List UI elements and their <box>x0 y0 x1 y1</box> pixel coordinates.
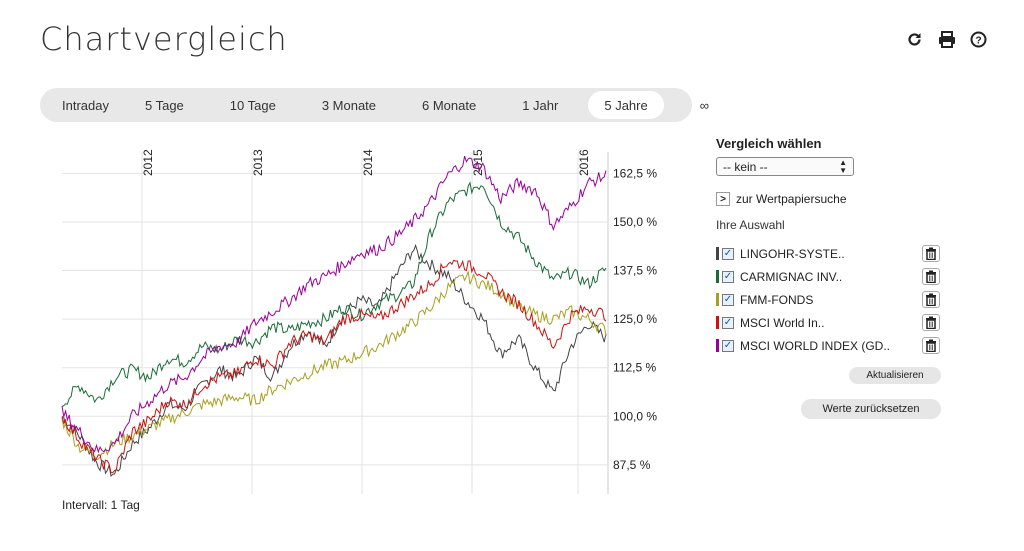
y-tick-label: 125,0 % <box>613 312 657 326</box>
range-button[interactable]: 6 Monate <box>422 97 477 113</box>
series-checkbox[interactable]: ✓ <box>722 339 734 352</box>
page-title: Chartvergleich <box>40 20 288 58</box>
series-checkbox[interactable]: ✓ <box>722 316 734 329</box>
y-tick-label: 87,5 % <box>613 458 651 472</box>
compare-select[interactable]: -- kein -- ▲ ▼ <box>716 157 854 176</box>
series-line <box>61 243 607 478</box>
print-icon[interactable] <box>937 30 956 49</box>
x-tick-label: 2013 <box>251 149 265 176</box>
sidebar: Vergleich wählen -- kein -- ▲ ▼ > zur Wer… <box>716 136 956 357</box>
y-tick-label: 112,5 % <box>613 361 656 375</box>
refresh-icon[interactable] <box>905 30 924 49</box>
trash-icon[interactable] <box>922 245 940 262</box>
selection-item: ✓ FMM-FONDS <box>716 288 956 311</box>
series-name: LINGOHR-SYSTE.. <box>740 246 845 261</box>
series-name: MSCI WORLD INDEX (GD.. <box>740 338 891 353</box>
series-color-swatch <box>716 247 719 260</box>
time-range-selector: Intraday 5 Tage 10 Tage 3 Monate 6 Monate 1 J… <box>40 88 709 122</box>
svg-text:?: ? <box>975 36 981 47</box>
x-tick-label: 2012 <box>141 149 155 176</box>
series-line <box>61 181 607 407</box>
selection-item: ✓ LINGOHR-SYSTE.. <box>716 242 956 265</box>
series-name: FMM-FONDS <box>740 292 814 307</box>
compare-select-value: -- kein -- <box>723 159 768 174</box>
trash-icon[interactable] <box>922 337 940 354</box>
security-search-link[interactable]: > zur Wertpapiersuche <box>716 192 956 206</box>
range-button[interactable]: 3 Monate <box>321 97 377 113</box>
chevron-right-icon: > <box>716 192 730 206</box>
comparison-chart: 162,5 % 150,0 % 137,5 % 125,0 % 112,5 % 100,0… <box>40 138 680 498</box>
selection-label: Ihre Auswahl <box>716 218 785 232</box>
selection-item: ✓ MSCI World In.. <box>716 311 956 334</box>
selection-item: ✓ CARMIGNAC INV.. <box>716 265 956 288</box>
help-icon[interactable]: ? <box>969 30 988 49</box>
interval-label: Intervall: 1 Tag <box>62 498 140 512</box>
series-name: CARMIGNAC INV.. <box>740 269 843 284</box>
range-button[interactable]: 1 Jahr <box>522 97 559 113</box>
range-button[interactable]: 10 Tage <box>229 97 276 113</box>
toolbar: ? <box>905 30 988 49</box>
trash-icon[interactable] <box>922 314 940 331</box>
series-checkbox[interactable]: ✓ <box>722 247 734 260</box>
range-button[interactable]: ∞ <box>699 97 710 113</box>
series-color-swatch <box>716 270 719 283</box>
compare-heading: Vergleich wählen <box>716 136 822 151</box>
y-tick-label: 137,5 % <box>613 264 657 278</box>
trash-icon[interactable] <box>922 291 940 308</box>
series-checkbox[interactable]: ✓ <box>722 293 734 306</box>
security-search-label: zur Wertpapiersuche <box>736 192 847 206</box>
series-name: MSCI World In.. <box>740 315 825 330</box>
y-tick-label: 100,0 % <box>613 409 657 423</box>
series-line <box>61 259 607 474</box>
series-line <box>61 155 607 454</box>
x-tick-label: 2016 <box>577 149 591 176</box>
x-tick-label: 2014 <box>361 149 375 176</box>
series-color-swatch <box>716 316 719 329</box>
reset-button[interactable]: Werte zurücksetzen <box>801 399 941 419</box>
selection-item: ✓ MSCI WORLD INDEX (GD.. <box>716 334 956 357</box>
update-button[interactable]: Aktualisieren <box>849 367 941 384</box>
series-color-swatch <box>716 339 719 352</box>
range-button[interactable]: 5 Tage <box>144 97 184 113</box>
series-color-swatch <box>716 293 719 306</box>
select-arrows-icon: ▲ ▼ <box>839 157 847 175</box>
range-button[interactable]: Intraday <box>62 97 109 113</box>
y-tick-label: 162,5 % <box>613 166 657 180</box>
range-button[interactable]: 5 Jahre <box>588 91 664 119</box>
selection-list: ✓ LINGOHR-SYSTE.. ✓ CARMIGNAC INV.. ✓ FMM-FON… <box>716 242 956 357</box>
trash-icon[interactable] <box>922 268 940 285</box>
series-checkbox[interactable]: ✓ <box>722 270 734 283</box>
y-tick-label: 150,0 % <box>613 215 657 229</box>
